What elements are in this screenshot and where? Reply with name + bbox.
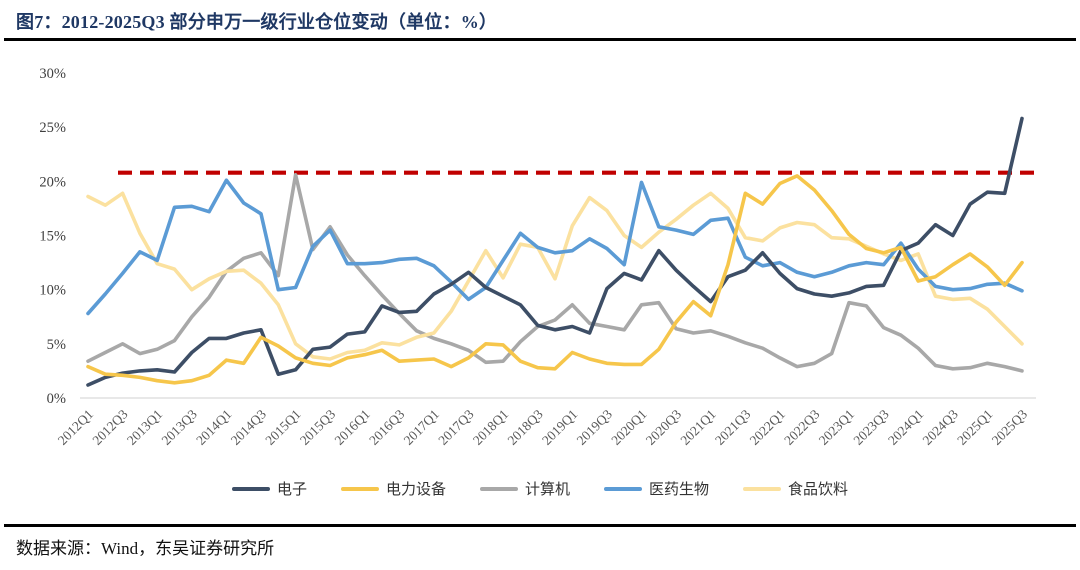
legend-item-power-equipment: 电力设备 bbox=[340, 478, 446, 499]
y-tick-label: 25% bbox=[39, 120, 66, 136]
x-tick-label: 2017Q1 bbox=[401, 407, 442, 448]
y-tick-label: 20% bbox=[39, 174, 66, 190]
legend-swatch-computer bbox=[479, 486, 518, 491]
chart-title: 图7：2012-2025Q3 部分申万一级行业仓位变动（单位：%） bbox=[16, 12, 498, 32]
x-tick-label: 2013Q3 bbox=[159, 406, 201, 448]
x-tick-label: 2025Q1 bbox=[954, 407, 995, 448]
legend-label-food-beverage: 食品饮料 bbox=[788, 482, 849, 498]
series-line-computer bbox=[86, 173, 1024, 373]
x-tick-label: 2012Q1 bbox=[55, 407, 96, 448]
y-tick-label: 0% bbox=[47, 391, 66, 407]
footer-divider bbox=[4, 524, 1076, 527]
line-chart: 0%5%10%15%20%25%30%2012Q12012Q32013Q1201… bbox=[39, 66, 1036, 448]
x-tick-label: 2020Q3 bbox=[643, 406, 685, 448]
x-tick-label: 2018Q1 bbox=[470, 407, 511, 448]
series-line-electronics bbox=[86, 116, 1024, 387]
x-tick-label: 2023Q3 bbox=[850, 406, 892, 448]
x-tick-label: 2017Q3 bbox=[435, 406, 477, 448]
x-tick-label: 2018Q3 bbox=[504, 406, 546, 448]
y-tick-label: 30% bbox=[39, 66, 66, 82]
x-tick-label: 2015Q1 bbox=[262, 407, 303, 448]
x-tick-label: 2021Q3 bbox=[712, 406, 754, 448]
x-tick-label: 2019Q1 bbox=[539, 407, 580, 448]
legend-swatch-electronics bbox=[231, 486, 270, 491]
x-tick-label: 2014Q1 bbox=[193, 407, 234, 448]
x-tick-label: 2020Q1 bbox=[608, 407, 649, 448]
title-divider bbox=[4, 38, 1076, 41]
legend-item-pharma-bio: 医药生物 bbox=[604, 478, 709, 499]
series-line-pharma-bio bbox=[86, 178, 1024, 316]
y-tick-label: 15% bbox=[39, 229, 66, 245]
legend-label-power-equipment: 电力设备 bbox=[385, 482, 446, 498]
x-tick-label: 2024Q3 bbox=[920, 406, 962, 448]
legend-item-food-beverage: 食品饮料 bbox=[743, 478, 848, 499]
legend-label-pharma-bio: 医药生物 bbox=[649, 482, 710, 498]
x-tick-label: 2022Q3 bbox=[781, 406, 823, 448]
x-tick-label: 2013Q1 bbox=[124, 407, 165, 448]
data-source-note: 数据来源：Wind，东吴证券研究所 bbox=[16, 539, 275, 558]
x-tick-label: 2021Q1 bbox=[677, 407, 718, 448]
legend-swatch-food-beverage bbox=[743, 486, 782, 491]
legend-swatch-power-equipment bbox=[340, 486, 379, 491]
x-tick-label: 2024Q1 bbox=[885, 407, 926, 448]
x-tick-label: 2016Q1 bbox=[331, 407, 372, 448]
y-tick-label: 10% bbox=[39, 283, 66, 299]
legend-label-electronics: 电子 bbox=[276, 482, 307, 498]
x-tick-label: 2025Q3 bbox=[989, 406, 1031, 448]
series-line-power-equipment bbox=[86, 174, 1024, 385]
x-tick-label: 2022Q1 bbox=[747, 407, 788, 448]
legend-label-computer: 计算机 bbox=[524, 482, 570, 498]
series-line-food-beverage bbox=[86, 191, 1024, 361]
x-tick-label: 2012Q3 bbox=[89, 406, 131, 448]
legend-item-computer: 计算机 bbox=[479, 478, 570, 499]
chart-legend: 电子 电力设备 计算机 医药生物 食品饮料 bbox=[0, 478, 1080, 499]
x-tick-label: 2015Q3 bbox=[297, 406, 339, 448]
x-tick-label: 2023Q1 bbox=[816, 407, 857, 448]
x-tick-label: 2016Q3 bbox=[366, 406, 408, 448]
x-tick-label: 2019Q3 bbox=[574, 406, 616, 448]
legend-swatch-pharma-bio bbox=[604, 486, 642, 491]
y-tick-label: 5% bbox=[47, 337, 66, 353]
chart-area: 0% 5% 10% 15% 20% 25% 30% 2012Q1 2012Q3 2013Q1 201… bbox=[0, 45, 1080, 485]
legend-item-electronics: 电子 bbox=[231, 478, 307, 499]
x-tick-label: 2014Q3 bbox=[228, 406, 270, 448]
